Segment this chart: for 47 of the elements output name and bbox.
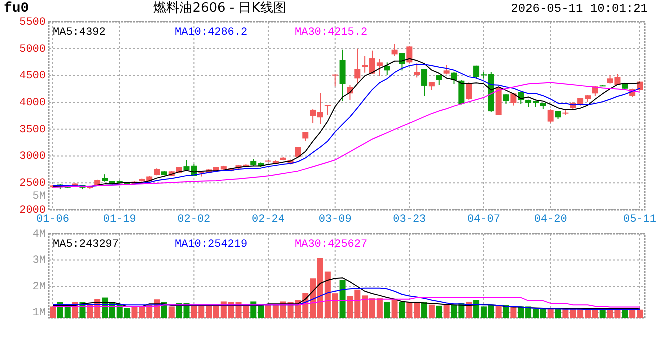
candlestick bbox=[466, 82, 472, 100]
y-tick-label: 1M bbox=[32, 308, 46, 320]
candlestick bbox=[406, 46, 413, 64]
y-tick-label: 3500 bbox=[20, 124, 46, 136]
x-tick-label: 05-11 bbox=[623, 214, 657, 226]
text: 2026-05-11 10:01:21 bbox=[511, 2, 648, 16]
y-tick-label: 4500 bbox=[20, 70, 46, 83]
y-tick-label: 2500 bbox=[20, 178, 46, 190]
text: MA10:4286.2 bbox=[175, 26, 248, 39]
text: MA30:4215.2 bbox=[295, 26, 368, 39]
x-tick-label: 04-20 bbox=[534, 214, 568, 226]
x-tick-label: 01-19 bbox=[103, 214, 136, 226]
y-tick-label: 4M bbox=[32, 228, 46, 241]
candlestick bbox=[510, 92, 517, 106]
candlestick bbox=[384, 62, 390, 76]
candlestick bbox=[444, 64, 450, 76]
x-tick-label: 02-24 bbox=[252, 214, 286, 226]
text: MA5:4392 bbox=[53, 26, 106, 39]
line-series bbox=[52, 297, 640, 308]
candlestick bbox=[354, 48, 361, 85]
candlestick bbox=[332, 74, 338, 88]
candlestick bbox=[503, 93, 510, 105]
text: MA5:243297 bbox=[53, 238, 120, 251]
candlestick bbox=[414, 63, 420, 78]
candlestick bbox=[422, 68, 428, 97]
y-tick-label: 3M bbox=[32, 255, 46, 268]
y-tick-label: 5500 bbox=[20, 16, 46, 29]
candlestick bbox=[324, 104, 331, 116]
y-tick-label: 2M bbox=[32, 281, 46, 294]
x-tick-label: 04-07 bbox=[467, 214, 500, 226]
text: 5M bbox=[32, 191, 46, 203]
y-tick-label: 4000 bbox=[20, 97, 46, 110]
text: MA10:254219 bbox=[175, 238, 248, 251]
candlestick bbox=[392, 44, 398, 57]
candlestick bbox=[399, 52, 406, 72]
chart-title: 燃料油2606 - 日K线图 bbox=[154, 1, 286, 16]
y-tick-label: 5000 bbox=[20, 44, 46, 56]
x-tick-label: 03-23 bbox=[393, 214, 426, 226]
candlestick bbox=[340, 49, 346, 102]
line-series bbox=[52, 278, 640, 310]
x-tick-label: 01-06 bbox=[36, 214, 70, 226]
x-tick-label: 03-09 bbox=[318, 214, 352, 226]
text: MA30:425627 bbox=[295, 238, 368, 251]
x-tick-label: 02-02 bbox=[178, 214, 211, 226]
candlestick bbox=[548, 109, 554, 124]
text: fu0 bbox=[4, 1, 30, 17]
y-tick-label: 3000 bbox=[20, 151, 46, 164]
